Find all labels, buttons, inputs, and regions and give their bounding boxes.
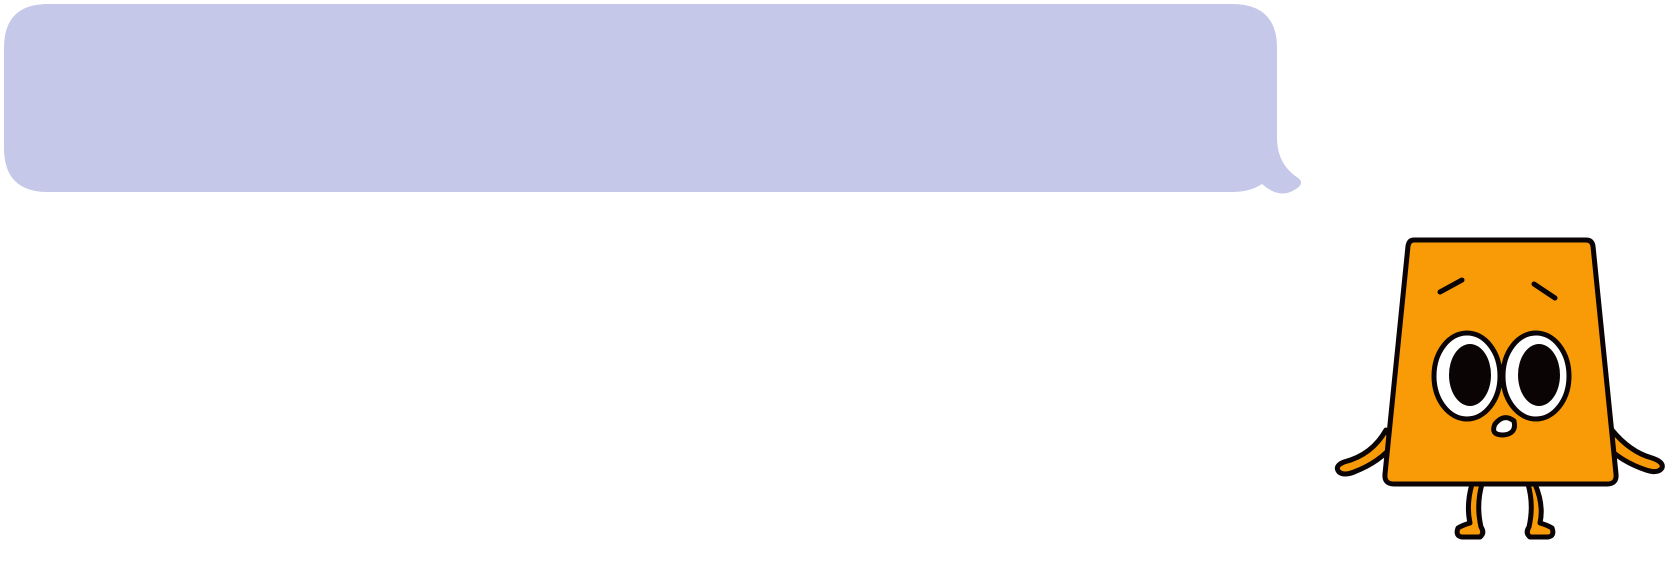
orange-character <box>1334 237 1665 540</box>
character-left-arm <box>1334 427 1397 477</box>
character-left-eyebrow <box>1437 277 1465 295</box>
character-right-leg <box>1524 481 1556 540</box>
character-right-arm <box>1603 427 1665 475</box>
speech-bubble <box>4 4 1302 194</box>
character-left-leg <box>1454 481 1486 540</box>
character-mouth <box>1491 415 1517 438</box>
character-left-eye <box>1431 330 1503 422</box>
speech-bubble-shape <box>4 4 1302 194</box>
character-right-eye <box>1500 330 1572 422</box>
speech-bubble-text <box>60 40 1220 150</box>
character-right-eyebrow <box>1531 281 1558 301</box>
